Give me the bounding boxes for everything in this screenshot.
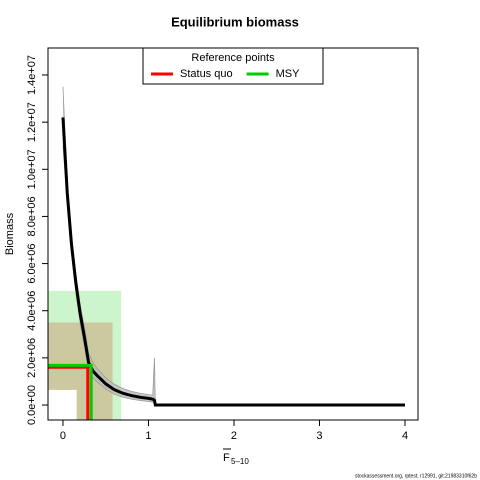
y-tick-label: 1.0e+07 — [26, 149, 38, 189]
x-tick-label: 0 — [60, 430, 66, 442]
line — [61, 117, 406, 407]
x-tick-label: 3 — [316, 430, 322, 442]
y-tick-label: 1.2e+07 — [26, 102, 38, 142]
x-axis-label: F — [223, 452, 230, 464]
chart-title: Equilibrium biomass — [171, 14, 299, 29]
y-tick-label: 4.0e+06 — [26, 291, 38, 331]
y-tick-label: 8.0e+06 — [26, 196, 38, 236]
y-tick-label: 0.0e+00 — [26, 385, 38, 425]
band-fill — [62, 86, 406, 406]
legend-box — [142, 47, 324, 85]
ref-box — [76, 389, 113, 420]
ref-line — [48, 365, 90, 420]
legend-title: Reference points — [191, 52, 275, 64]
x-tick-label: 1 — [145, 430, 151, 442]
plot-area — [48, 86, 406, 420]
x-axis-label-sub: 5–10 — [231, 457, 249, 466]
footer: stockassessment.org, rptest, r12991, git… — [355, 473, 477, 479]
y-axis-label: Biomass — [4, 212, 16, 255]
x-tick-label: 2 — [231, 430, 237, 442]
ref-line — [48, 363, 93, 420]
y-tick-label: 2.0e+06 — [26, 338, 38, 378]
legend-label: MSY — [276, 68, 301, 80]
ref-box — [76, 389, 122, 420]
x-tick-label: 4 — [402, 430, 408, 442]
y-tick-label: 1.4e+07 — [26, 55, 38, 95]
y-tick-label: 6.0e+06 — [26, 244, 38, 284]
legend-label: Status quo — [180, 68, 233, 80]
